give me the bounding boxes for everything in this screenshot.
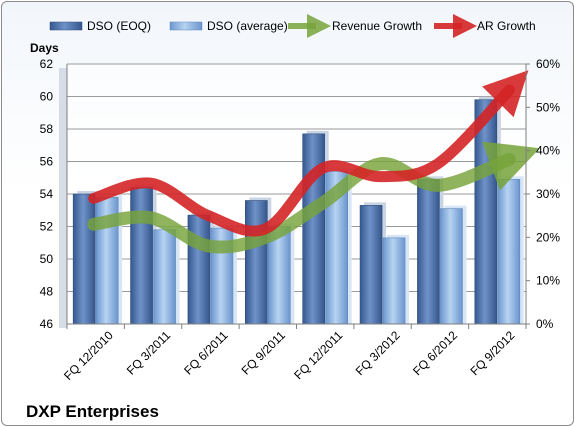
bar-dso-eoq [187,214,211,325]
bar-dso-eoq [359,205,383,325]
x-tick-label: FQ 9/2012 [467,328,517,378]
line-revenue-growth-point [93,224,94,225]
plot-side-wall [59,68,67,328]
y-right-tick-label: 60% [536,57,560,71]
y-left-tick-label: 62 [40,57,54,71]
legend-label-dso-eoq: DSO (EOQ) [87,19,151,33]
bar-dso-average [497,179,521,325]
x-tick-label: FQ 9/2011 [239,328,289,378]
line-ar-growth-point [437,163,438,164]
y-left-tick-label: 56 [40,155,54,169]
x-tick-label: FQ 6/2011 [181,328,231,378]
bar-dso-eoq [245,200,268,325]
bar-dso-eoq [417,179,440,325]
line-ar-growth-point [93,198,94,199]
bar-dso-eoq [130,187,153,325]
company-name: DXP Enterprises [26,402,159,421]
line-revenue-growth [87,141,540,254]
legend-label-dso-average: DSO (average) [207,19,288,33]
line-ar-growth-point [323,168,324,169]
y-right-tick-label: 20% [536,230,560,244]
y-left-tick-label: 60 [40,90,54,104]
legend-label-revenue-growth: Revenue Growth [332,19,422,33]
y-left-tick-label: 54 [40,187,54,201]
line-revenue-growth-point [495,159,496,160]
line-revenue-growth-point [208,246,209,247]
line-ar-growth-point [265,228,266,229]
y-left-tick-label: 52 [40,220,54,234]
y-left-tick-label: 48 [40,285,54,299]
y-left-axis-label: Days [30,41,59,55]
line-ar-growth-point [495,90,496,91]
legend-swatch-dso-eoq [49,21,83,31]
y-right-tick-label: 40% [536,144,560,158]
x-tick-label: FQ 12/2011 [291,328,345,382]
line-ar-growth [88,70,529,237]
y-right-tick-label: 10% [536,274,560,288]
x-tick-label: FQ 3/2011 [124,328,174,378]
bar-dso-average [153,229,176,325]
growth-lines [87,70,540,254]
line-revenue-growth-point [437,185,438,186]
bar-dso-eoq [72,193,96,325]
line-revenue-growth-point [151,217,152,218]
legend-swatch-dso-average [169,21,203,31]
line-revenue-growth-point [323,202,324,203]
bar-dso-average [382,237,406,325]
legend-label-ar-growth: AR Growth [477,19,536,33]
line-revenue-growth-point [380,163,381,164]
y-right-tick-label: 0% [536,317,554,331]
y-left-tick-label: 50 [40,252,54,266]
y-left-tick-label: 46 [40,317,54,331]
y-right-tick-label: 30% [536,187,560,201]
x-tick-label: FQ 6/2012 [410,328,460,378]
line-ar-growth-point [380,176,381,177]
line-ar-growth-point [208,215,209,216]
line-ar-growth-point [151,183,152,184]
x-tick-label: FQ 3/2012 [353,328,403,378]
bar-dso-eoq [302,133,325,325]
chart-legend: DSO (EOQ) DSO (average) Revenue Growth A… [49,14,536,38]
line-revenue-growth-point [265,237,266,238]
bar-dso-eoq [474,99,498,325]
y-right-tick-label: 50% [536,100,560,114]
bar-dso-average [440,208,463,325]
y-left-tick-label: 58 [40,122,54,136]
x-tick-label: FQ 12/2010 [61,328,116,383]
